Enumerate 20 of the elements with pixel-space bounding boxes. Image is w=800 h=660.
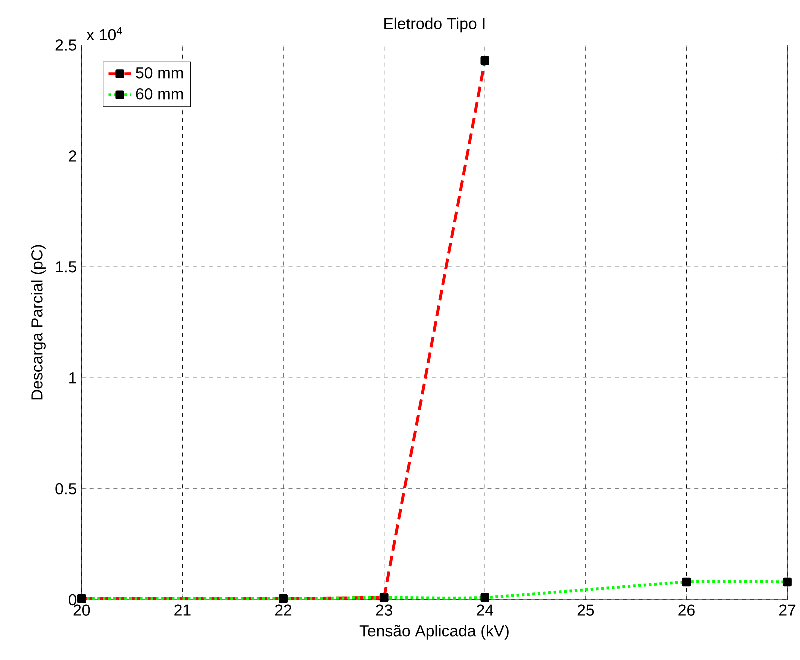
x-axis-title: Tensão Aplicada (kV) xyxy=(360,624,509,640)
legend-label: 50 mm xyxy=(136,67,184,79)
y-tick-label: 2.5 xyxy=(56,39,77,51)
y-tick-label: 1.5 xyxy=(56,261,77,273)
x-tick-label: 25 xyxy=(578,604,594,616)
x-tick-label: 22 xyxy=(275,604,292,616)
x-tick-label: 21 xyxy=(174,604,191,616)
y-tick-label: 0.5 xyxy=(56,483,77,494)
chart-title: Eletrodo Tipo I xyxy=(384,18,485,32)
x-tick-label: 26 xyxy=(678,604,695,616)
x-tick-label: 24 xyxy=(477,604,494,616)
x-tick-label: 20 xyxy=(74,604,90,616)
x-tick-label: 23 xyxy=(376,604,392,616)
text: x 10$^{4}$ xyxy=(86,27,122,40)
y-axis-title: Descarga Parcial (pC) xyxy=(31,245,46,400)
y-tick-label: 2 xyxy=(69,150,76,162)
y-tick-label: 0 xyxy=(68,594,77,606)
legend-label: 60 mm xyxy=(136,88,184,100)
x-tick-label: 27 xyxy=(779,604,796,616)
y-tick-label: 1 xyxy=(70,372,76,384)
